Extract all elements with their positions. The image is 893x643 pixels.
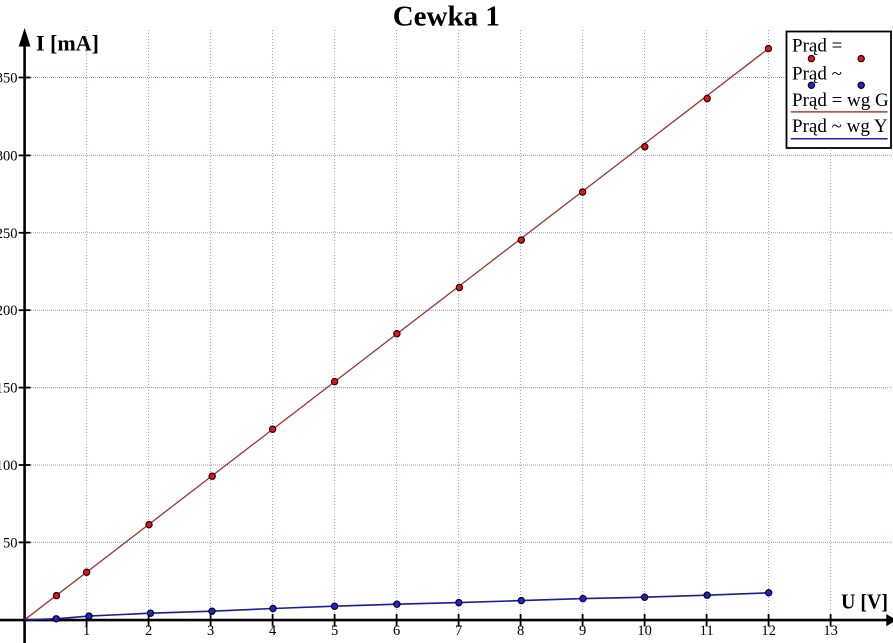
svg-text:150: 150 <box>0 381 18 397</box>
svg-text:250: 250 <box>0 226 18 242</box>
svg-text:6: 6 <box>393 623 400 639</box>
svg-text:8: 8 <box>517 623 524 639</box>
svg-text:Prąd = wg G: Prąd = wg G <box>792 90 889 111</box>
svg-text:I [mA]: I [mA] <box>36 31 99 56</box>
svg-text:4: 4 <box>269 623 277 639</box>
svg-text:350: 350 <box>0 71 18 87</box>
svg-text:U [V]: U [V] <box>841 590 888 614</box>
svg-text:12: 12 <box>761 623 776 639</box>
svg-text:Prąd =: Prąd = <box>792 36 842 57</box>
svg-text:50: 50 <box>3 535 18 551</box>
svg-text:7: 7 <box>455 623 462 639</box>
svg-text:Cewka 1: Cewka 1 <box>393 1 500 33</box>
svg-text:Prąd ~ wg Y: Prąd ~ wg Y <box>792 116 888 137</box>
svg-text:9: 9 <box>579 623 586 639</box>
svg-text:13: 13 <box>823 623 838 639</box>
svg-text:3: 3 <box>207 623 214 639</box>
svg-text:200: 200 <box>0 303 18 319</box>
svg-text:Prąd ~: Prąd ~ <box>792 64 842 85</box>
svg-text:300: 300 <box>0 148 18 164</box>
svg-text:5: 5 <box>331 623 338 639</box>
svg-text:1: 1 <box>83 623 90 639</box>
svg-text:10: 10 <box>637 623 652 639</box>
svg-text:11: 11 <box>700 623 714 639</box>
svg-text:2: 2 <box>145 623 152 639</box>
svg-text:100: 100 <box>0 458 18 474</box>
